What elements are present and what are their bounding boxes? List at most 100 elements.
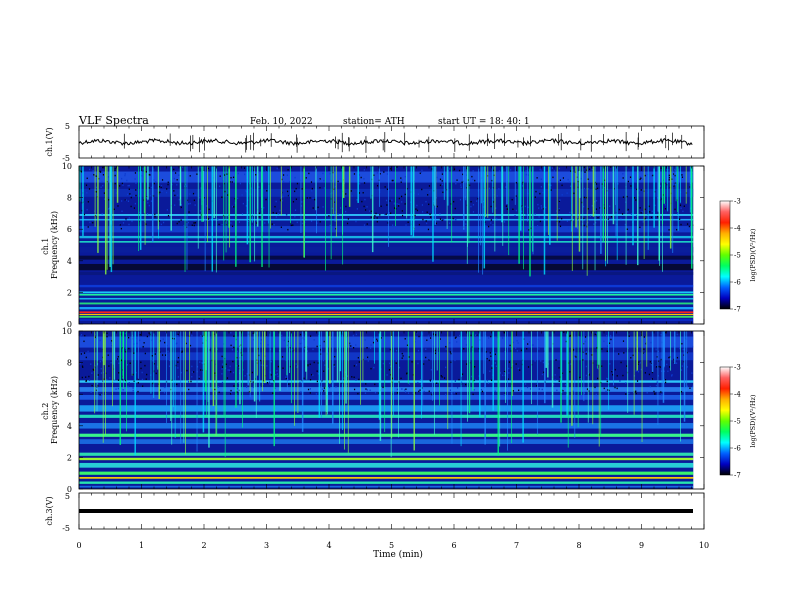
sferic bbox=[433, 331, 435, 435]
spectrum-speckle bbox=[239, 182, 241, 185]
spectrum-speckle bbox=[227, 369, 229, 371]
spectrum-speckle bbox=[178, 220, 180, 223]
spectrum-speckle bbox=[458, 169, 461, 172]
spectrum-band bbox=[79, 433, 694, 437]
spectrum-speckle bbox=[660, 333, 662, 336]
sferic bbox=[669, 166, 672, 249]
sferic bbox=[272, 331, 274, 381]
spectrum-speckle bbox=[126, 193, 129, 196]
spectrum-speckle bbox=[176, 222, 178, 225]
spectrum-speckle bbox=[124, 174, 126, 177]
spectrum-speckle bbox=[177, 332, 180, 334]
spectrum-speckle bbox=[367, 360, 369, 362]
spectrum-speckle bbox=[373, 174, 375, 176]
spectrum-speckle bbox=[455, 182, 457, 185]
spectrum-speckle bbox=[595, 332, 597, 334]
sferic bbox=[625, 166, 627, 265]
spectrum-speckle bbox=[417, 193, 420, 195]
spectrum-speckle bbox=[680, 223, 682, 226]
spectrum-speckle bbox=[154, 213, 156, 216]
spectrum-speckle bbox=[561, 194, 563, 196]
spectrum-speckle bbox=[601, 365, 603, 367]
spectrum-speckle bbox=[390, 212, 392, 214]
spectrum-speckle bbox=[450, 352, 452, 355]
spectrum-speckle bbox=[516, 350, 518, 352]
sferic bbox=[633, 331, 635, 415]
sferic bbox=[318, 331, 321, 418]
spectrum-speckle bbox=[351, 376, 353, 378]
spectrum-speckle bbox=[245, 190, 248, 193]
spectrum-speckle bbox=[425, 348, 427, 351]
spectrum-speckle bbox=[214, 372, 216, 374]
spectrum-speckle bbox=[386, 374, 388, 376]
spectrum-speckle bbox=[303, 338, 305, 341]
spectrum-speckle bbox=[133, 195, 135, 197]
spectrum-speckle bbox=[338, 393, 340, 396]
spectrum-speckle bbox=[91, 384, 93, 387]
spectrum-speckle bbox=[358, 192, 361, 194]
spectrum-speckle bbox=[569, 335, 571, 337]
spectrum-speckle bbox=[680, 207, 682, 209]
spectrum-speckle bbox=[579, 376, 581, 379]
spectrum-speckle bbox=[550, 184, 552, 187]
spectrum-speckle bbox=[640, 212, 642, 214]
spectrum-speckle bbox=[498, 170, 500, 172]
spectrum-speckle bbox=[92, 170, 94, 172]
spectrum-speckle bbox=[474, 366, 476, 368]
spectrum-band bbox=[79, 439, 694, 444]
sferic bbox=[551, 331, 554, 408]
spectrum-speckle bbox=[148, 204, 150, 207]
spectrum-speckle bbox=[335, 227, 337, 230]
sferic bbox=[465, 166, 467, 201]
spectrum-speckle bbox=[503, 394, 505, 396]
spectrum-speckle bbox=[352, 334, 354, 337]
spectrum-speckle bbox=[276, 373, 278, 375]
station-label: station= ATH bbox=[343, 117, 405, 127]
spectrum-speckle bbox=[491, 364, 493, 367]
spectrum-band bbox=[79, 307, 694, 310]
spectrum-speckle bbox=[150, 200, 152, 202]
spectrum-speckle bbox=[344, 346, 346, 348]
spectrum-speckle bbox=[189, 175, 191, 177]
sferic bbox=[172, 331, 174, 408]
sferic bbox=[157, 331, 159, 370]
sferic bbox=[675, 166, 677, 202]
sferic bbox=[370, 166, 372, 200]
sferic bbox=[519, 166, 522, 231]
spectrum-speckle bbox=[191, 375, 193, 378]
spectrum-speckle bbox=[355, 333, 357, 336]
freq-tick-label: 2 bbox=[67, 453, 72, 462]
spectrum-speckle bbox=[651, 378, 653, 380]
spectrum-speckle bbox=[415, 208, 417, 210]
spectrum-speckle bbox=[282, 367, 284, 369]
spectrum-speckle bbox=[355, 344, 357, 346]
spectrum-speckle bbox=[316, 345, 318, 348]
spectrum-speckle bbox=[406, 187, 408, 190]
spectrum-speckle bbox=[628, 335, 630, 337]
spectrum-speckle bbox=[124, 347, 127, 349]
spectrum-speckle bbox=[414, 214, 416, 217]
spectrum-speckle bbox=[137, 390, 139, 393]
spectrum-speckle bbox=[283, 339, 285, 342]
spectrum-speckle bbox=[639, 226, 641, 229]
sferic bbox=[339, 331, 342, 372]
spectrum-speckle bbox=[674, 174, 676, 177]
spectrum-speckle bbox=[236, 356, 238, 359]
spectrum-speckle bbox=[366, 389, 368, 391]
spectrum-speckle bbox=[396, 203, 398, 205]
sferic bbox=[662, 166, 663, 225]
spectrum-speckle bbox=[601, 183, 603, 185]
spectrum-speckle bbox=[660, 391, 662, 393]
spectrum-speckle bbox=[460, 381, 463, 384]
spectrum-speckle bbox=[525, 173, 527, 176]
spectrum-speckle bbox=[529, 388, 532, 390]
spectrum-speckle bbox=[496, 217, 498, 220]
spectrum-speckle bbox=[365, 383, 367, 385]
spectrum-speckle bbox=[94, 333, 96, 336]
spectrum-speckle bbox=[400, 377, 402, 380]
spectrum-speckle bbox=[638, 361, 640, 363]
sferic bbox=[201, 166, 203, 222]
spectrum-speckle bbox=[654, 204, 656, 207]
spectrum-speckle bbox=[166, 188, 168, 190]
spectrum-speckle bbox=[470, 200, 472, 203]
